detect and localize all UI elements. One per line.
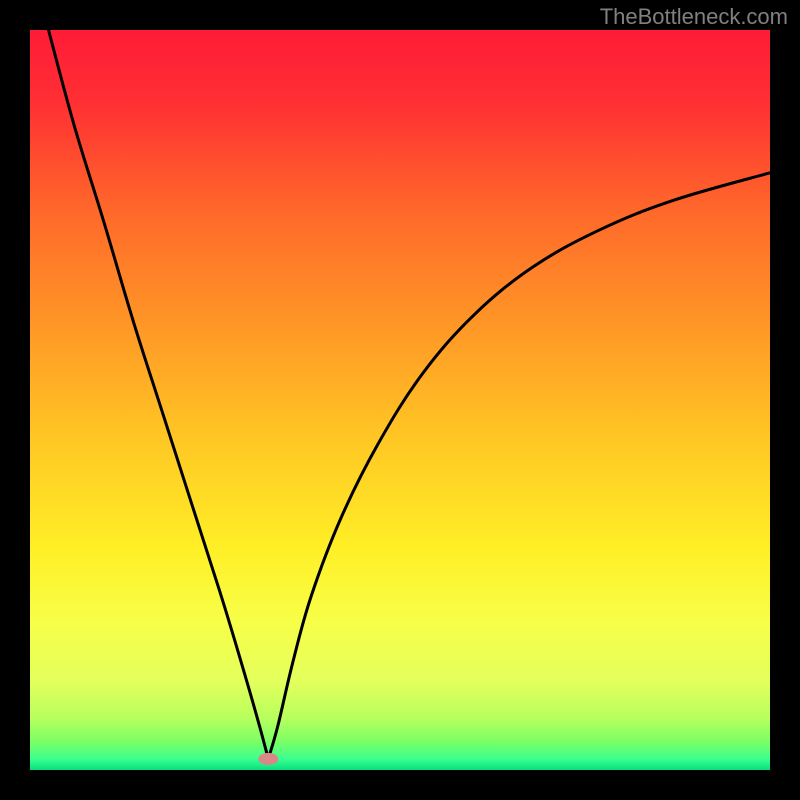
gradient-background [30, 30, 770, 770]
plot-area [30, 30, 770, 770]
cusp-marker [258, 753, 278, 765]
chart-frame: TheBottleneck.com [0, 0, 800, 800]
watermark-text: TheBottleneck.com [600, 4, 788, 30]
